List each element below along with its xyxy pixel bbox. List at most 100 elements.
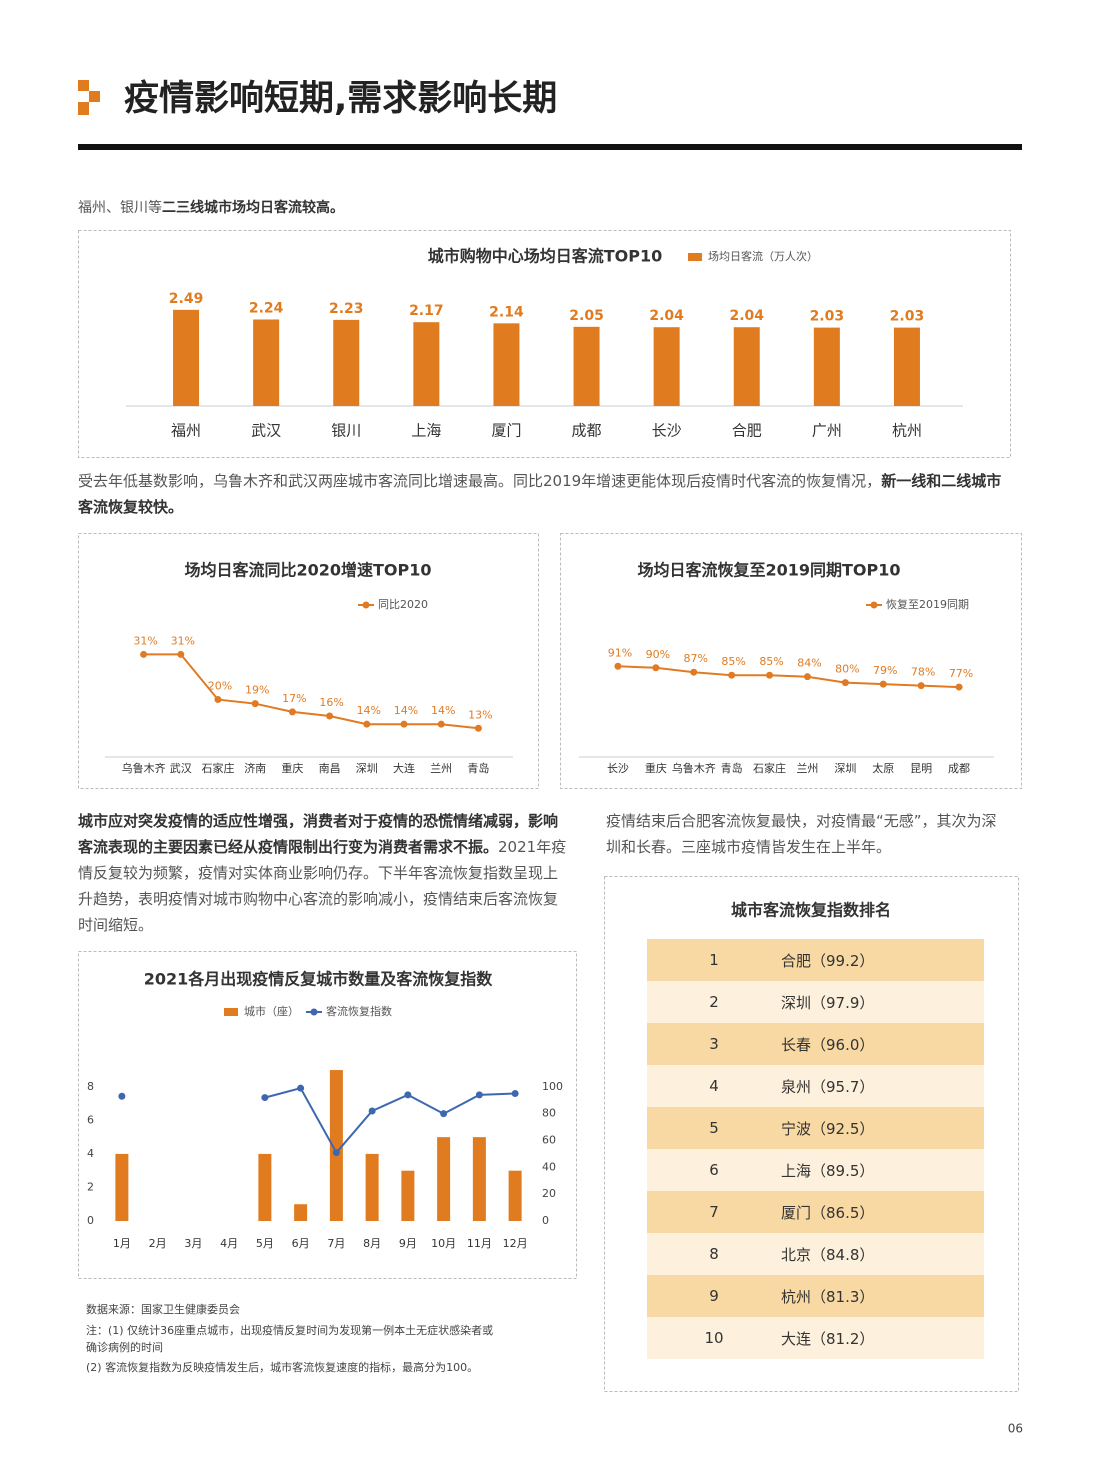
x-tick-label: 济南 <box>244 761 266 775</box>
rank: 1 <box>709 951 719 969</box>
x-tick-label: 7月 <box>327 1237 345 1250</box>
city: 合肥（99.2） <box>781 951 875 970</box>
x-tick-label: 3月 <box>184 1237 202 1250</box>
city: 上海（89.5） <box>781 1161 875 1180</box>
city: 北京（84.8） <box>781 1245 875 1264</box>
table-row: 4 泉州（95.7） <box>647 1065 984 1107</box>
data-label: 87% <box>684 652 708 665</box>
data-label: 20% <box>208 680 232 693</box>
x-tick-label: 乌鲁木齐 <box>122 761 166 775</box>
bar <box>573 326 600 406</box>
y-tick-label: 4 <box>87 1147 94 1160</box>
table-title: 城市客流恢复指数排名 <box>731 901 891 920</box>
table-row: 3 长春（96.0） <box>647 1023 984 1065</box>
x-tick-label: 成都 <box>948 762 970 775</box>
x-tick-label: 11月 <box>467 1237 492 1250</box>
table-row: 6 上海（89.5） <box>647 1149 984 1191</box>
point <box>214 696 222 704</box>
x-tick-label: 武汉 <box>251 422 281 440</box>
bar <box>329 1070 343 1221</box>
x-tick-label: 6月 <box>292 1237 310 1250</box>
bar <box>437 1137 451 1221</box>
y-tick-label: 8 <box>87 1080 94 1093</box>
point <box>363 720 371 728</box>
city: 长春（96.0） <box>781 1035 875 1054</box>
x-tick-label: 10月 <box>431 1237 456 1250</box>
point <box>803 673 811 681</box>
x-tick-label: 青岛 <box>467 761 489 775</box>
chart-frame <box>78 533 539 789</box>
city: 厦门（86.5） <box>781 1203 875 1222</box>
x-tick-label: 8月 <box>363 1237 381 1250</box>
bar <box>413 322 440 406</box>
y2-tick-label: 0 <box>542 1214 549 1227</box>
data-label: 14% <box>357 704 381 717</box>
line <box>617 665 960 689</box>
chart-frame <box>78 230 1011 458</box>
legend-swatch <box>870 601 878 609</box>
x-tick-label: 乌鲁木齐 <box>672 761 716 775</box>
x-tick-label: 深圳 <box>834 762 856 775</box>
text-bold: 二三线城市场均日客流较高。 <box>162 200 344 216</box>
x-tick-label: 青岛 <box>721 761 743 775</box>
data-label: 2.05 <box>569 308 604 324</box>
data-label: 2.17 <box>409 303 444 319</box>
bar <box>653 327 680 406</box>
rank: 5 <box>709 1119 719 1137</box>
rank: 7 <box>709 1203 719 1221</box>
legend-label: 恢复至2019同期 <box>886 597 969 611</box>
rank: 9 <box>709 1287 719 1305</box>
data-label: 85% <box>721 655 745 668</box>
point <box>251 700 259 708</box>
data-label: 19% <box>245 684 269 697</box>
x-tick-label: 太原 <box>872 762 894 775</box>
data-label: 2.04 <box>729 308 764 324</box>
legend-swatch <box>362 601 370 609</box>
point <box>766 671 774 679</box>
bar <box>115 1153 129 1221</box>
point <box>690 668 698 676</box>
x-tick-label: 4月 <box>220 1237 238 1250</box>
point <box>879 680 887 688</box>
data-label: 2.04 <box>649 308 684 324</box>
bar <box>733 327 760 406</box>
x-tick-label: 9月 <box>399 1237 417 1250</box>
x-tick-label: 长沙 <box>652 422 682 440</box>
paragraph: 受去年低基数影响，乌鲁木齐和武汉两座城市客流同比增速最高。同比2019年增速更能… <box>78 468 1013 520</box>
paragraph: 城市应对突发疫情的适应性增强，消费者对于疫情的恐慌情绪减弱，影响客流表现的主要因… <box>78 808 572 938</box>
city: 深圳（97.9） <box>781 993 875 1012</box>
point <box>326 712 334 720</box>
point <box>614 662 622 670</box>
bar <box>173 309 200 406</box>
point <box>474 724 482 732</box>
text: 福州、银川等 <box>78 200 162 216</box>
icon <box>89 91 100 102</box>
x-tick-label: 广州 <box>812 422 842 440</box>
bar <box>893 327 920 406</box>
x-tick-label: 上海 <box>411 422 441 440</box>
data-label: 16% <box>319 696 343 709</box>
chart-title: 场均日客流恢复至2019同期TOP10 <box>637 561 900 580</box>
x-tick-label: 合肥 <box>732 422 762 440</box>
city: 泉州（95.7） <box>781 1077 875 1096</box>
table-row: 10 大连（81.2） <box>647 1317 984 1359</box>
data-label: 31% <box>171 634 195 647</box>
data-label: 2.03 <box>890 309 925 325</box>
line <box>143 653 479 730</box>
x-tick-label: 兰州 <box>796 762 818 775</box>
point <box>511 1090 519 1098</box>
data-label: 85% <box>759 655 783 668</box>
rank: 6 <box>709 1161 719 1179</box>
legend-label: 场均日客流（万人次） <box>708 249 818 263</box>
note: 注：(1) 仅统计36座重点城市，出现疫情反复时间为发现第一例本土无症状感染者或 <box>86 1323 493 1337</box>
chart-frame <box>560 533 1022 789</box>
chart-frame <box>78 951 577 1279</box>
rank: 2 <box>709 993 719 1011</box>
rank: 4 <box>709 1077 719 1095</box>
chart-title: 城市购物中心场均日客流TOP10 <box>428 247 663 266</box>
table-row: 9 杭州（81.3） <box>647 1275 984 1317</box>
data-label: 77% <box>949 667 973 680</box>
legend-label: 客流恢复指数 <box>326 1004 392 1018</box>
line <box>264 1087 516 1155</box>
